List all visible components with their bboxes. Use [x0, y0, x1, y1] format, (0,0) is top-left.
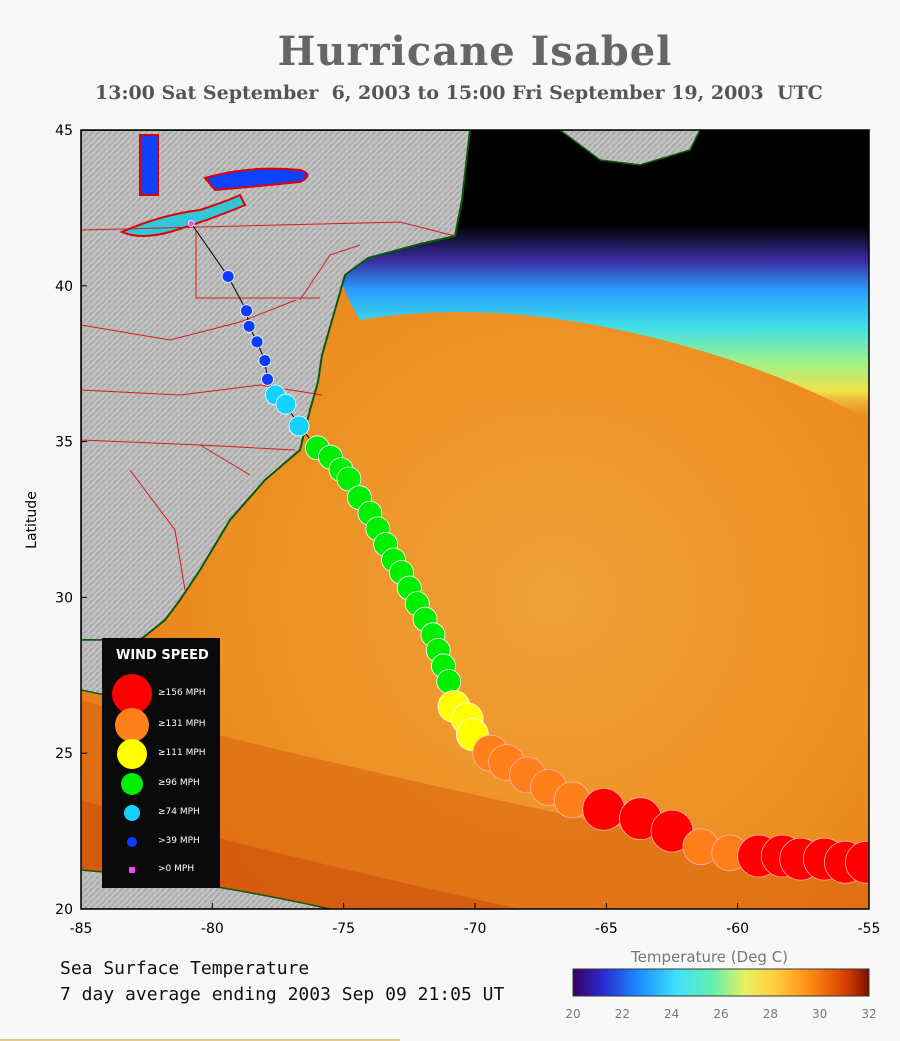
bottom-rule [0, 1039, 400, 1041]
colorbar-tick-label: 24 [664, 1007, 679, 1021]
footer-line-2: 7 day average ending 2003 Sep 09 21:05 U… [60, 984, 505, 1005]
legend-label: ≥111 MPH [158, 748, 206, 758]
temperature-colorbar [572, 968, 870, 997]
legend-swatch [129, 867, 135, 873]
track-point [221, 270, 235, 283]
legend-label: ≥156 MPH [158, 688, 206, 698]
footer-line-1: Sea Surface Temperature [60, 958, 310, 979]
track-point [242, 319, 256, 333]
legend-label: >39 MPH [158, 836, 200, 846]
track-point [844, 840, 869, 884]
legend-swatch [121, 773, 143, 795]
track-point [258, 354, 272, 367]
track-point [336, 466, 362, 492]
track-point [250, 335, 264, 349]
track-point [582, 787, 626, 831]
x-tick-label: -60 [726, 921, 749, 937]
great-lakes [119, 193, 247, 237]
track-point [275, 393, 297, 415]
legend-swatch [127, 837, 137, 847]
x-tick-label: -85 [70, 921, 93, 937]
legend-label: ≥74 MPH [158, 807, 200, 817]
x-tick-label: -70 [464, 921, 487, 937]
y-tick-label: 25 [55, 746, 73, 762]
track-point [240, 304, 253, 318]
track-point [261, 372, 274, 386]
x-tick-label: -55 [858, 921, 881, 937]
colorbar-tick-label: 28 [763, 1007, 778, 1021]
legend-swatch [117, 739, 147, 769]
legend-swatch [112, 674, 152, 714]
y-tick-label: 20 [55, 902, 73, 918]
legend-label: ≥131 MPH [158, 719, 206, 729]
page-title: Hurricane Isabel [277, 28, 673, 75]
y-tick-label: 30 [55, 590, 73, 606]
colorbar-tick-label: 22 [615, 1007, 630, 1021]
legend-label: ≥96 MPH [158, 778, 200, 788]
x-tick-label: -80 [201, 921, 224, 937]
y-tick-label: 40 [55, 279, 73, 295]
track-point [436, 669, 462, 694]
x-tick-label: -75 [332, 921, 355, 937]
colorbar-title: Temperature (Deg C) [631, 948, 789, 966]
track-point [187, 220, 195, 227]
x-tick-label: -65 [595, 921, 618, 937]
colorbar-tick-label: 20 [565, 1007, 580, 1021]
colorbar-tick-label: 30 [812, 1007, 827, 1021]
colorbar-tick-label: 32 [861, 1007, 876, 1021]
track-point [288, 415, 310, 437]
legend-label: >0 MPH [158, 864, 195, 874]
legend-swatch [124, 805, 140, 821]
y-tick-label: 45 [55, 123, 73, 139]
y-axis-label: Latitude [24, 491, 40, 549]
legend-swatch [115, 708, 149, 742]
colorbar-tick-label: 26 [713, 1007, 728, 1021]
date-range-subtitle: 13:00 Sat September 6, 2003 to 15:00 Fri… [95, 82, 823, 104]
wind-speed-legend: WIND SPEED ≥156 MPH ≥131 MPH ≥111 MPH ≥96 M… [102, 638, 220, 888]
y-tick-label: 35 [55, 435, 73, 451]
legend-title: WIND SPEED [116, 648, 209, 663]
